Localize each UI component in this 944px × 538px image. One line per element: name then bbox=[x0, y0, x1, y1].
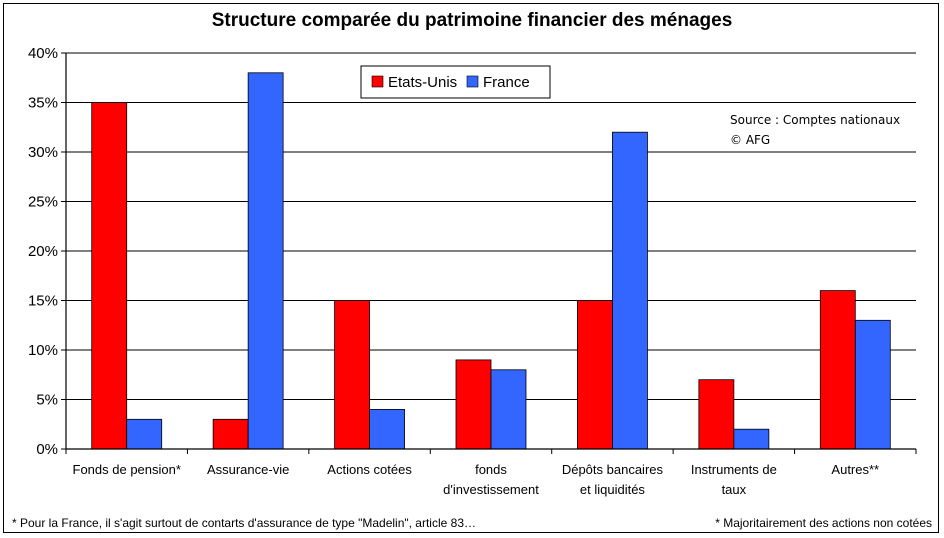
legend-swatch-etats-unis bbox=[371, 75, 384, 88]
legend-box bbox=[360, 65, 551, 99]
legend-swatch-france bbox=[466, 75, 479, 88]
x-tick-label: Fonds de pension* bbox=[73, 462, 181, 477]
bar-etats-unis-4 bbox=[577, 300, 613, 450]
y-tick-label: 0% bbox=[36, 441, 58, 458]
source-line-2: © AFG bbox=[730, 133, 770, 147]
bar-france-1 bbox=[247, 72, 284, 450]
x-tick-label: Autres** bbox=[831, 462, 879, 477]
x-tick-label: Actions cotées bbox=[327, 462, 412, 477]
y-tick-label: 40% bbox=[28, 45, 58, 62]
bar-etats-unis-0 bbox=[91, 102, 128, 450]
footnote-right: * Majoritairement des actions non cotées bbox=[715, 516, 932, 530]
bars bbox=[91, 72, 891, 450]
bar-france-3 bbox=[490, 369, 527, 450]
x-tick-label: taux bbox=[722, 482, 747, 497]
legend-label-etats-unis: Etats-Unis bbox=[388, 74, 457, 91]
source-line-1: Source : Comptes nationaux bbox=[730, 113, 900, 127]
y-tick-label: 5% bbox=[36, 392, 58, 409]
x-tick-label: Instruments de bbox=[691, 462, 777, 477]
axes bbox=[65, 52, 917, 454]
bar-etats-unis-2 bbox=[334, 300, 370, 450]
x-tick-label: d'investissement bbox=[443, 482, 539, 497]
x-tick-label: Dépôts bancaires bbox=[562, 462, 664, 477]
source-note: Source : Comptes nationaux © AFG bbox=[730, 113, 900, 147]
bar-etats-unis-5 bbox=[698, 379, 735, 450]
bar-etats-unis-3 bbox=[455, 359, 492, 450]
y-tick-label: 30% bbox=[28, 144, 58, 161]
x-axis-labels: Fonds de pension* Assurance-vie Actions co… bbox=[73, 462, 880, 497]
chart-title: Structure comparée du patrimoine financi… bbox=[212, 10, 733, 31]
y-tick-label: 10% bbox=[28, 342, 58, 359]
y-tick-label: 35% bbox=[28, 95, 58, 112]
bar-france-2 bbox=[369, 408, 405, 450]
y-tick-label: 25% bbox=[28, 194, 58, 211]
bar-france-5 bbox=[733, 428, 770, 450]
bar-france-4 bbox=[612, 131, 648, 450]
x-tick-label: Assurance-vie bbox=[207, 462, 289, 477]
footnote-left: * Pour la France, il s'agit surtout de c… bbox=[12, 516, 476, 530]
y-tick-label: 15% bbox=[28, 293, 58, 310]
y-tick-label: 20% bbox=[28, 243, 58, 260]
y-axis-ticks: 0% 5% 10% 15% 20% 25% 30% 35% 40% bbox=[28, 45, 66, 458]
bar-etats-unis-1 bbox=[212, 418, 249, 450]
x-tick-label: et liquidités bbox=[580, 482, 646, 497]
gridlines bbox=[66, 52, 916, 400]
x-tick-label: fonds bbox=[475, 462, 507, 477]
bar-france-0 bbox=[126, 418, 163, 450]
legend-label-france: France bbox=[483, 74, 530, 91]
bar-france-6 bbox=[854, 319, 891, 450]
bar-etats-unis-6 bbox=[819, 290, 856, 450]
legend: Etats-Unis France bbox=[360, 65, 551, 99]
